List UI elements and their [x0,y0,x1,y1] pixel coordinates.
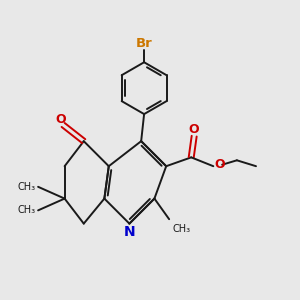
Text: O: O [189,123,200,136]
Text: Br: Br [136,37,152,50]
Text: O: O [214,158,225,171]
Text: O: O [56,113,66,126]
Text: CH₃: CH₃ [18,206,36,215]
Text: N: N [124,225,135,239]
Text: CH₃: CH₃ [172,224,190,235]
Text: CH₃: CH₃ [18,182,36,192]
